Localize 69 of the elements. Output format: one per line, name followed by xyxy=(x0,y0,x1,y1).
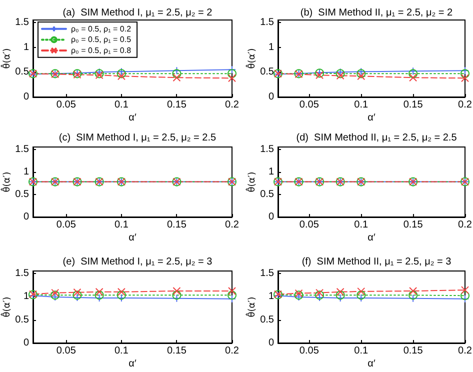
x-tick-label: 0.15 xyxy=(166,220,187,230)
y-tick-label: 0.5 xyxy=(15,188,30,200)
x-tick-label: 0.2 xyxy=(225,220,240,230)
y-tick-label: 0 xyxy=(268,338,274,348)
y-tick-label: 0.5 xyxy=(15,66,30,78)
y-tick-label: 0 xyxy=(23,92,30,102)
x-tick-label: 0.1 xyxy=(354,220,368,230)
x-axis-title: α′ xyxy=(128,112,136,124)
y-axis-title: θ̂(α′) xyxy=(0,48,12,69)
x-tick-label: 0.15 xyxy=(166,346,187,356)
y-axis-title: θ̂(α′) xyxy=(0,296,12,318)
x-axis-title: α′ xyxy=(368,232,376,244)
chart-title: (d) SIM Method II, μ₁ = 2.5, μ₂ = 2.5 xyxy=(296,132,458,144)
chart-title: (b) SIM Method II, μ₁ = 2.5, μ₂ = 2 xyxy=(300,8,454,18)
y-tick-label: 1 xyxy=(23,291,30,302)
y-tick-label: 0.5 xyxy=(15,314,30,326)
x-axis-title: α′ xyxy=(128,358,136,370)
chart-title: (e) SIM Method I, μ₁ = 2.5, μ₂ = 3 xyxy=(62,256,213,268)
legend-label: ρ₀ = 0.5, ρ₁ = 0.5 xyxy=(71,35,132,44)
y-tick-label: 1 xyxy=(23,42,30,53)
y-tick-label: 1 xyxy=(268,42,274,53)
y-tick-label: 1.5 xyxy=(260,16,274,28)
x-tick-label: 0.15 xyxy=(403,220,424,230)
chart-title: (c) SIM Method I, μ₁ = 2.5, μ₂ = 2.5 xyxy=(58,132,217,144)
y-tick-label: 1.5 xyxy=(260,268,274,279)
x-tick-label: 0.05 xyxy=(299,346,320,356)
x-tick-label: 0.05 xyxy=(56,100,76,110)
x-tick-label: 0.1 xyxy=(354,100,368,110)
y-tick-label: 1.5 xyxy=(260,144,274,155)
x-tick-label: 0.2 xyxy=(458,220,472,230)
y-tick-label: 1 xyxy=(268,166,274,178)
x-tick-label: 0.1 xyxy=(114,220,129,230)
x-tick-label: 0.2 xyxy=(225,346,240,356)
y-axis-title: θ̂(α′) xyxy=(0,172,12,192)
x-tick-label: 0.1 xyxy=(354,346,368,356)
y-axis-title: θ̂(α′) xyxy=(244,296,258,318)
y-tick-label: 1.5 xyxy=(15,144,30,155)
x-axis-title: α′ xyxy=(368,112,376,124)
chart-title: (f) SIM Method II, μ₁ = 2.5, μ₂ = 3 xyxy=(302,256,452,268)
y-tick-label: 0 xyxy=(23,212,30,222)
x-tick-label: 0.05 xyxy=(56,346,76,356)
x-tick-label: 0.2 xyxy=(458,346,472,356)
y-tick-label: 0 xyxy=(23,338,30,348)
y-tick-label: 0 xyxy=(268,212,274,222)
x-tick-label: 0.15 xyxy=(166,100,187,110)
y-tick-label: 1 xyxy=(268,291,274,302)
y-tick-label: 0 xyxy=(268,92,274,102)
x-tick-label: 0.05 xyxy=(56,220,76,230)
y-tick-label: 1 xyxy=(23,166,30,178)
x-axis-title: α′ xyxy=(128,232,136,244)
x-tick-label: 0.05 xyxy=(299,100,320,110)
chart-title: (a) SIM Method I, μ₁ = 2.5, μ₂ = 2 xyxy=(62,8,213,18)
y-tick-label: 1.5 xyxy=(15,16,30,28)
x-tick-label: 0.05 xyxy=(299,220,320,230)
x-tick-label: 0.15 xyxy=(403,100,424,110)
y-tick-label: 0.5 xyxy=(260,66,274,78)
y-tick-label: 0.5 xyxy=(260,188,274,200)
x-tick-label: 0.2 xyxy=(458,100,472,110)
y-tick-label: 1.5 xyxy=(15,268,30,279)
y-axis-title: θ̂(α′) xyxy=(244,172,258,192)
x-axis-title: α′ xyxy=(368,358,376,370)
x-tick-label: 0.15 xyxy=(403,346,424,356)
y-tick-label: 0.5 xyxy=(260,314,274,326)
y-axis-title: θ̂(α′) xyxy=(244,48,258,69)
x-tick-label: 0.2 xyxy=(225,100,240,110)
legend-label: ρ₀ = 0.5, ρ₁ = 0.8 xyxy=(71,46,132,55)
legend-label: ρ₀ = 0.5, ρ₁ = 0.2 xyxy=(71,24,132,34)
x-tick-label: 0.1 xyxy=(114,346,129,356)
x-tick-label: 0.1 xyxy=(114,100,129,110)
